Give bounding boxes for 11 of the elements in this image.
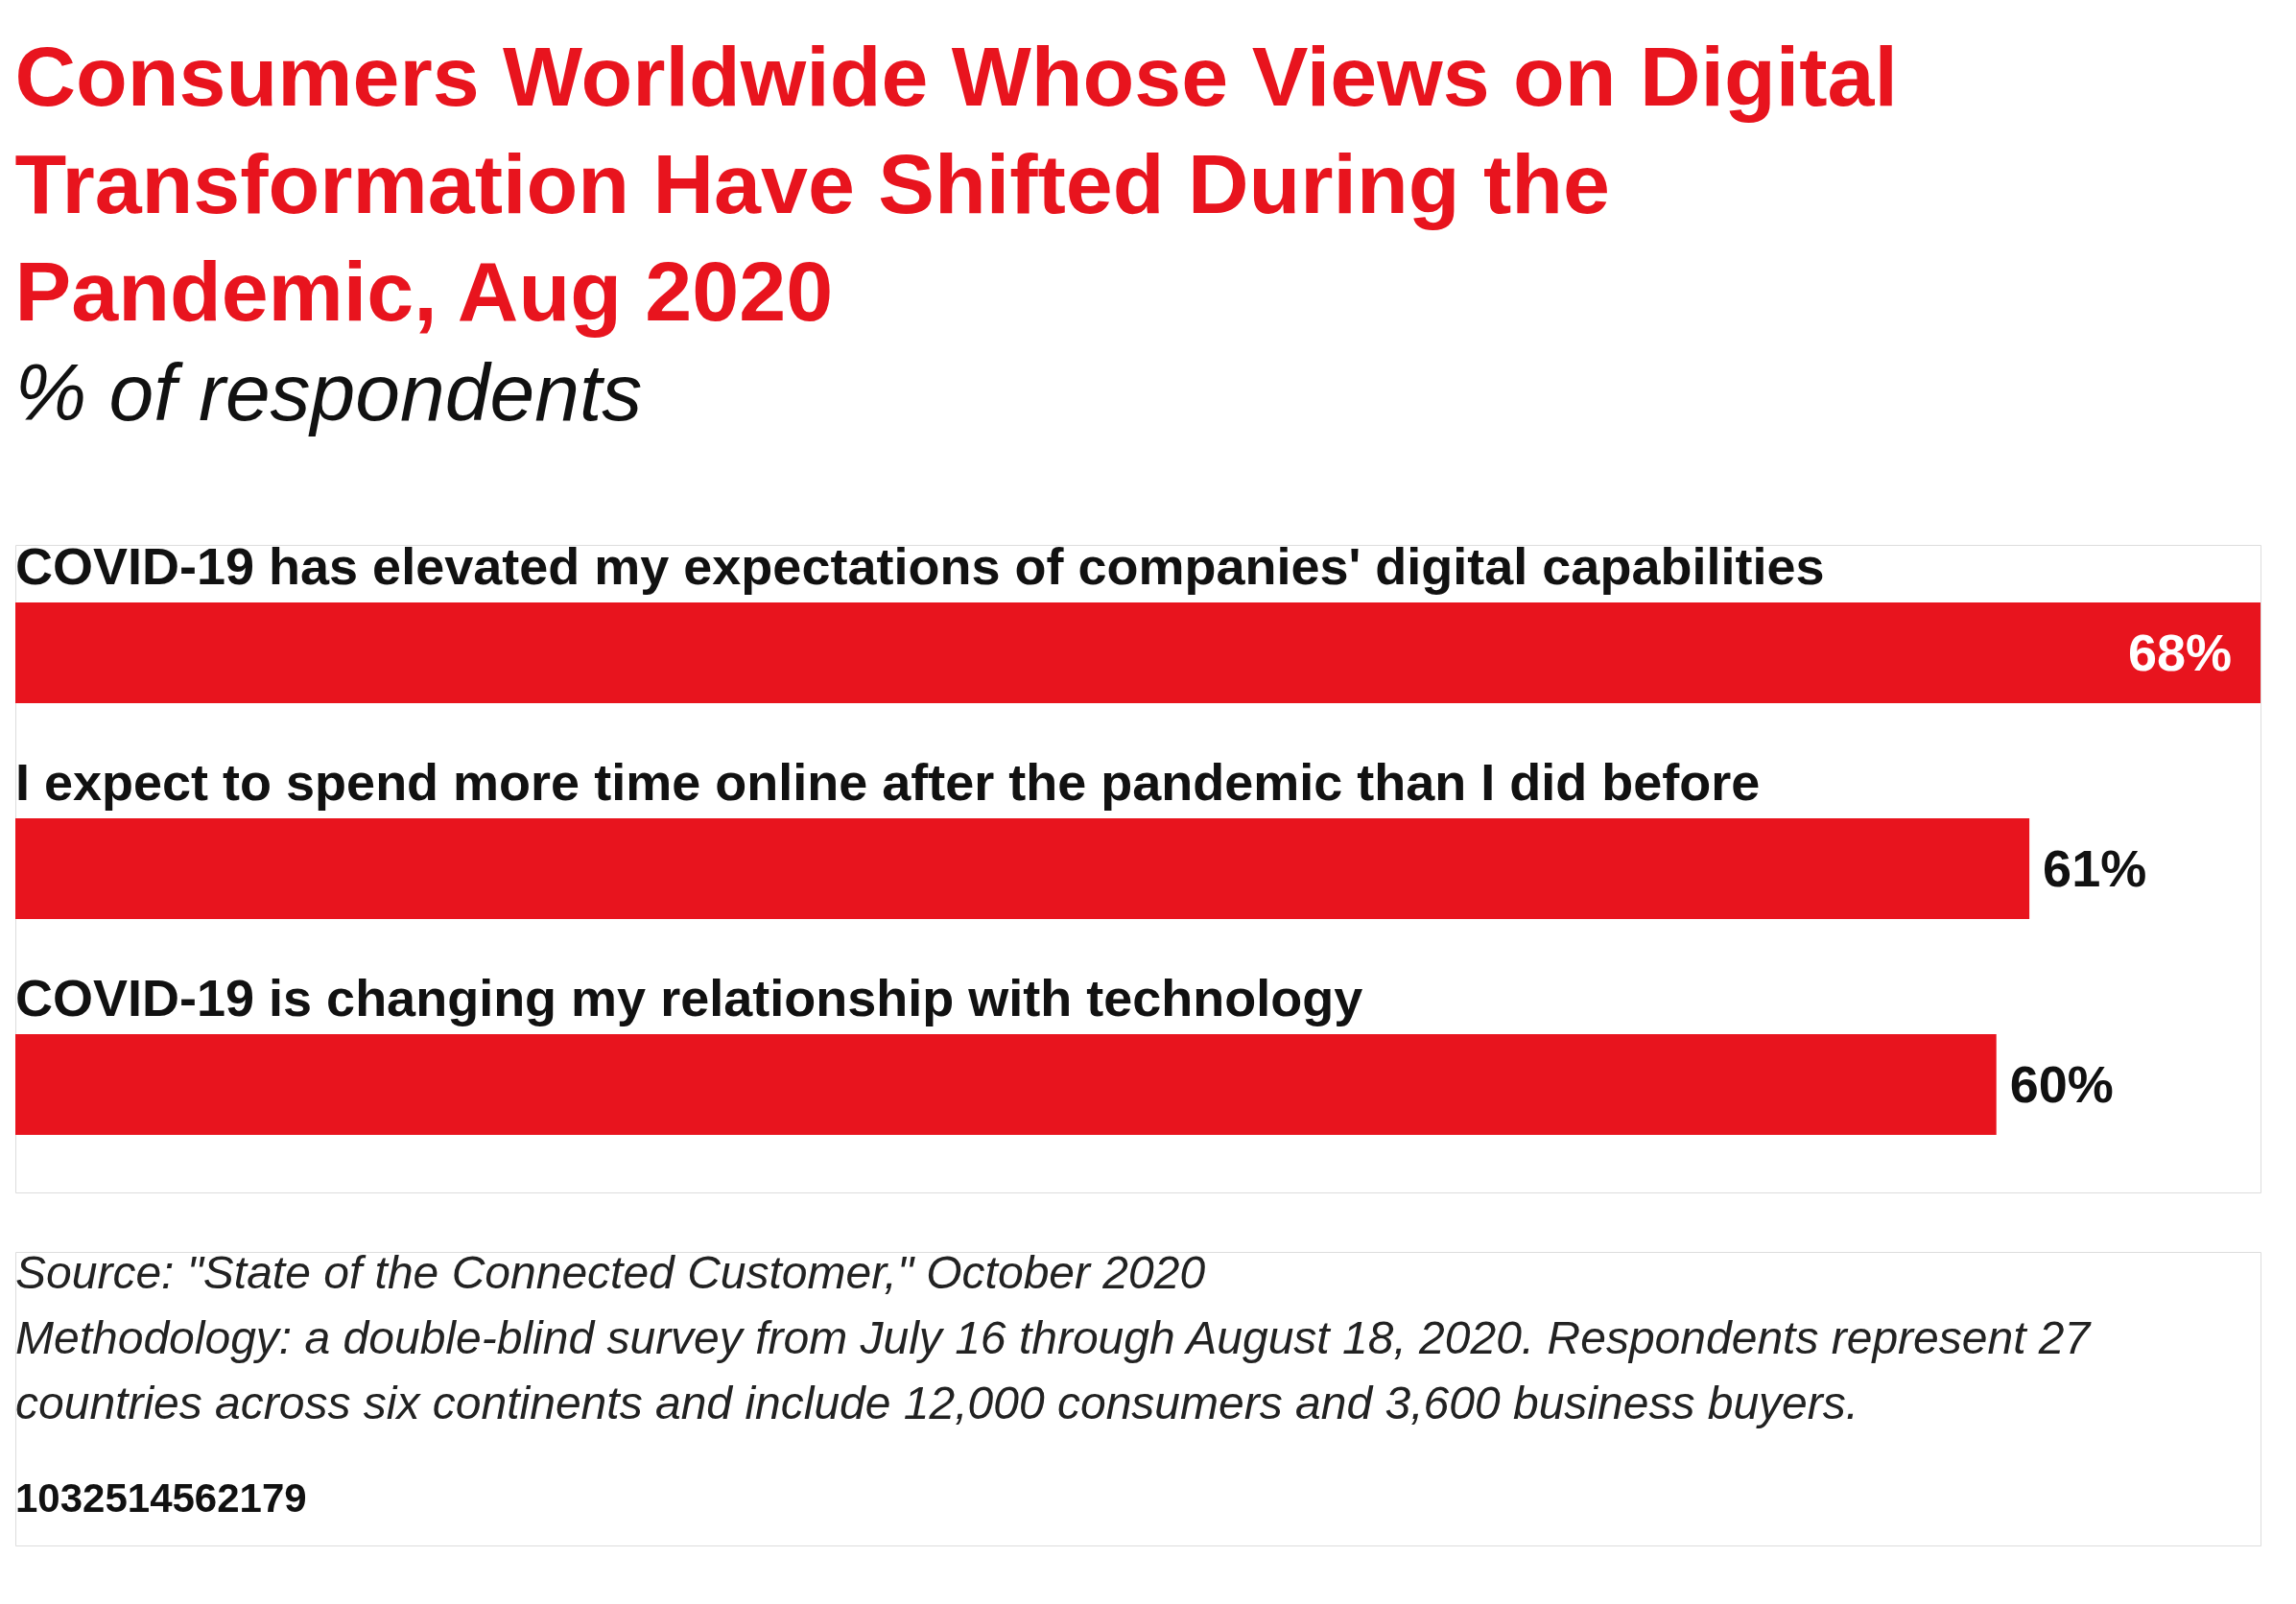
- data-label: 61%: [2043, 838, 2147, 897]
- data-label: 68%: [2127, 623, 2232, 681]
- y-tick-label: I expect to spend more time online after the pandemic than I did before: [15, 752, 1761, 811]
- data-label: 60%: [2009, 1054, 2114, 1113]
- y-tick-label: COVID-19 has elevated my expectations of companies' digital capabilities: [15, 536, 1825, 595]
- text: Methodology: a double-blind survey from July 16 through August 18, 2020. Respondents represent 27 countries across six continents and include 12,000 consumers and 3,600 business buyers.: [15, 1312, 2093, 1428]
- text: 1032514562179: [15, 1475, 307, 1521]
- chart-title: Consumers Worldwide Whose Views on Digital Transformation Have Shifted During the Pandemic, Aug 2020: [14, 29, 1898, 339]
- y-tick-label: COVID-19 is changing my relationship with technology: [15, 968, 1363, 1026]
- chart-subtitle: % of respondents: [14, 347, 643, 437]
- source-note: Source: "State of the Connected Customer," October 2020: [15, 1247, 1206, 1298]
